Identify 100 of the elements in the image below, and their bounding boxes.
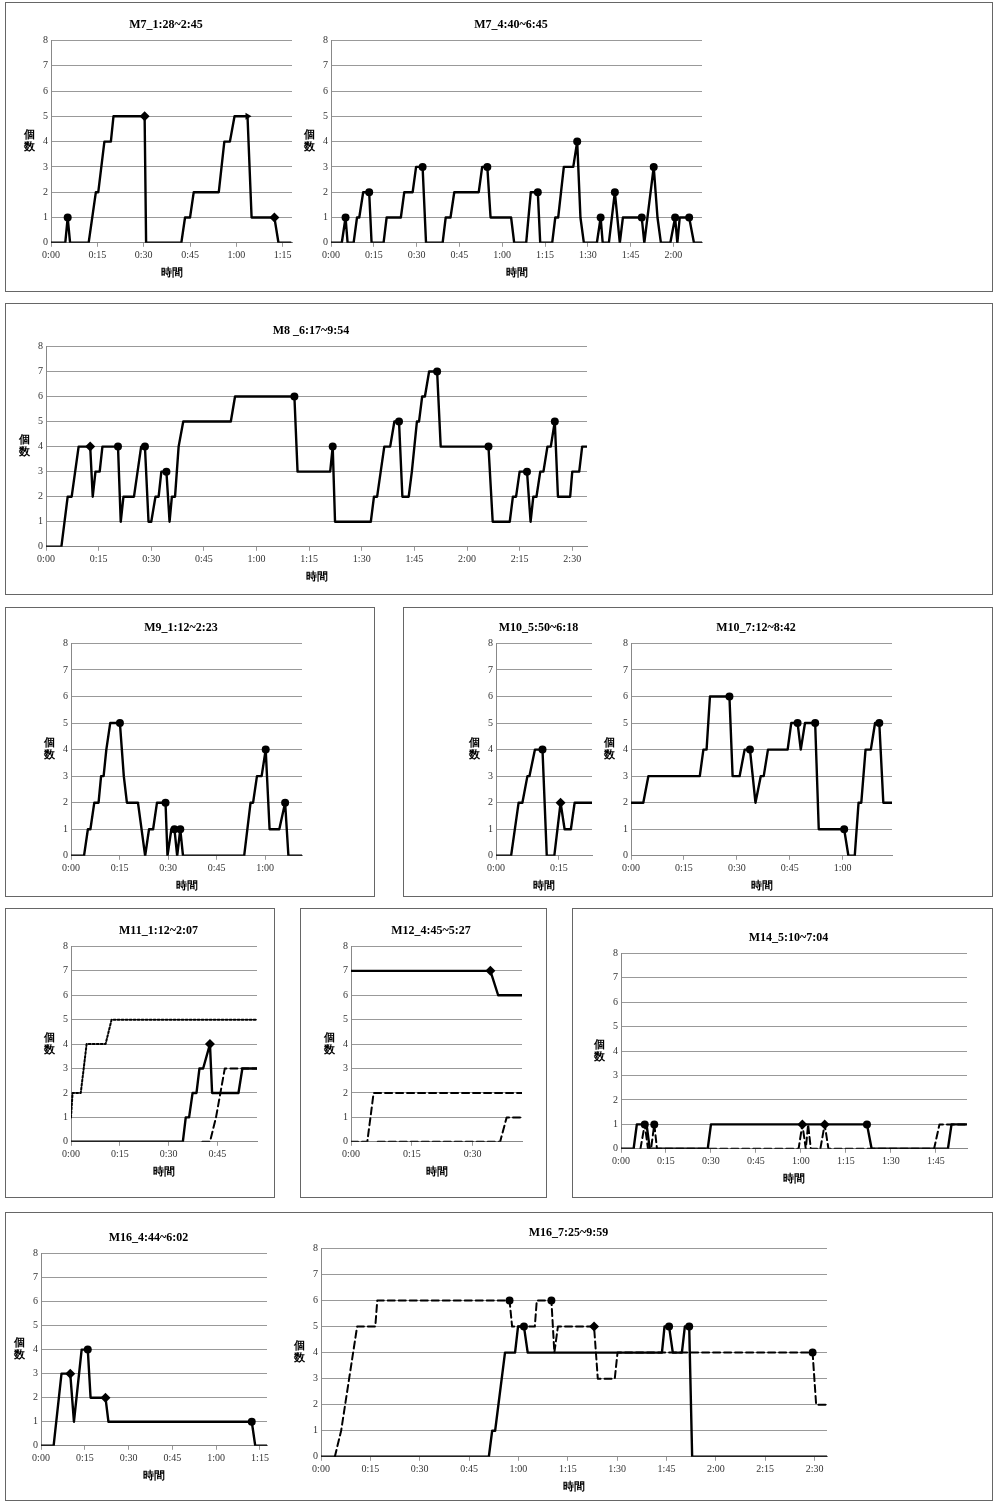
y-tick-label: 7 <box>63 964 68 976</box>
chart-title: M14_5:10~7:04 <box>748 930 829 945</box>
y-tick-label: 7 <box>63 663 68 675</box>
y-tick-label: 4 <box>613 1044 618 1056</box>
y-tick-label: 5 <box>323 109 328 121</box>
x-tick-label: 0:00 <box>32 1452 50 1464</box>
y-tick-label: 0 <box>488 849 493 861</box>
x-tick-label: 0:30 <box>159 1148 178 1160</box>
y-tick-label: 0 <box>343 1135 348 1147</box>
y-tick-label: 3 <box>313 1372 318 1384</box>
x-tick-label: 1:00 <box>792 1155 810 1167</box>
point <box>115 719 124 728</box>
y-tick-label: 4 <box>313 1346 318 1358</box>
point <box>840 825 849 834</box>
x-tick-label: 0:30 <box>702 1155 720 1167</box>
point <box>725 692 734 701</box>
x-tick-label: 0:30 <box>727 862 746 874</box>
y-tick-label: 2 <box>63 1086 68 1098</box>
y-tick-label: 8 <box>313 1242 318 1254</box>
y-tick-label: 4 <box>43 135 48 147</box>
y-tick-label: 5 <box>313 1320 318 1332</box>
y-tick-label: 8 <box>38 340 43 352</box>
x-tick-label: 0:00 <box>342 1148 360 1160</box>
point <box>162 467 171 476</box>
y-axis-title: 個数 <box>22 128 36 154</box>
y-tick-label: 2 <box>43 185 48 197</box>
y-tick-label: 8 <box>43 34 48 46</box>
point <box>610 188 619 197</box>
point <box>65 1368 76 1379</box>
y-tick-label: 7 <box>33 1271 38 1283</box>
point <box>685 213 694 222</box>
point <box>523 467 532 476</box>
y-tick-label: 7 <box>43 59 48 71</box>
point <box>281 798 290 807</box>
y-tick-label: 0 <box>613 1142 618 1154</box>
x-tick-label: 2:30 <box>805 1463 824 1475</box>
x-tick-label: 0:00 <box>62 1148 80 1160</box>
x-tick-label: 1:45 <box>621 249 640 261</box>
chart-title: M12_4:45~5:27 <box>391 923 471 938</box>
x-tick-label: 0:30 <box>142 553 161 565</box>
point <box>547 1296 556 1305</box>
x-tick-label: 0:00 <box>42 249 60 261</box>
y-tick-label: 2 <box>313 1398 318 1410</box>
y-tick-label: 1 <box>613 1118 618 1129</box>
y-tick-label: 5 <box>33 1319 38 1331</box>
chart-title: M7_4:40~6:45 <box>474 17 548 32</box>
y-tick-label: 7 <box>623 663 628 675</box>
y-tick-label: 5 <box>613 1020 618 1032</box>
y-tick-label: 0 <box>63 849 68 861</box>
x-tick-label: 0:45 <box>208 1148 227 1160</box>
point <box>290 392 299 401</box>
y-tick-label: 8 <box>63 940 68 952</box>
x-tick-label: 1:00 <box>207 1452 226 1464</box>
y-tick-label: 1 <box>623 822 628 834</box>
x-tick-label: 2:00 <box>458 553 476 565</box>
x-tick-label: 0:15 <box>402 1148 421 1160</box>
x-tick-label: 0:15 <box>110 1148 129 1160</box>
x-tick-label: 2:30 <box>563 553 582 565</box>
y-tick-label: 2 <box>63 796 68 808</box>
x-tick-label: 0:45 <box>194 553 213 565</box>
x-axis-title: 時間 <box>783 1172 805 1186</box>
y-tick-label: 1 <box>63 1111 68 1122</box>
x-tick-label: 0:30 <box>159 862 177 874</box>
point <box>745 745 754 754</box>
y-axis-title: 個数 <box>42 1030 56 1056</box>
y-tick-label: 6 <box>623 690 628 702</box>
y-tick-label: 4 <box>63 743 68 755</box>
y-tick-label: 3 <box>33 1367 38 1379</box>
y-tick-label: 2 <box>38 490 43 502</box>
x-tick-label: 2:00 <box>706 1463 725 1475</box>
x-tick-label: 0:00 <box>37 553 55 565</box>
point <box>649 162 658 171</box>
y-tick-label: 5 <box>63 716 68 728</box>
x-tick-label: 0:00 <box>312 1463 330 1475</box>
x-tick-label: 0:45 <box>450 249 469 261</box>
y-tick-label: 7 <box>38 365 43 377</box>
x-axis-title: 時間 <box>305 570 328 584</box>
x-tick-label: 0:00 <box>487 862 505 874</box>
y-tick-label: 3 <box>623 769 628 781</box>
point <box>505 1296 514 1305</box>
y-tick-label: 4 <box>63 1037 68 1049</box>
y-tick-label: 1 <box>43 211 48 223</box>
y-tick-label: 5 <box>488 716 493 728</box>
x-tick-label: 0:00 <box>622 862 640 874</box>
x-tick-label: 1:15 <box>251 1452 269 1464</box>
x-tick-label: 0:30 <box>407 249 426 261</box>
chart-title: M11_1:12~2:07 <box>119 923 198 938</box>
point <box>671 213 680 222</box>
point <box>665 1322 674 1331</box>
y-tick-label: 0 <box>33 1439 38 1451</box>
x-tick-label: 1:15 <box>837 1155 855 1167</box>
y-tick-label: 6 <box>343 988 348 1000</box>
x-tick-label: 1:00 <box>256 862 275 874</box>
x-tick-label: 0:15 <box>89 553 108 565</box>
x-tick-label: 0:45 <box>181 249 199 261</box>
x-tick-label: 1:00 <box>493 249 512 261</box>
y-axis-title: 個数 <box>292 1339 306 1365</box>
x-axis-title: 時間 <box>750 879 773 893</box>
x-tick-label: 2:15 <box>510 553 529 565</box>
point <box>261 745 270 754</box>
